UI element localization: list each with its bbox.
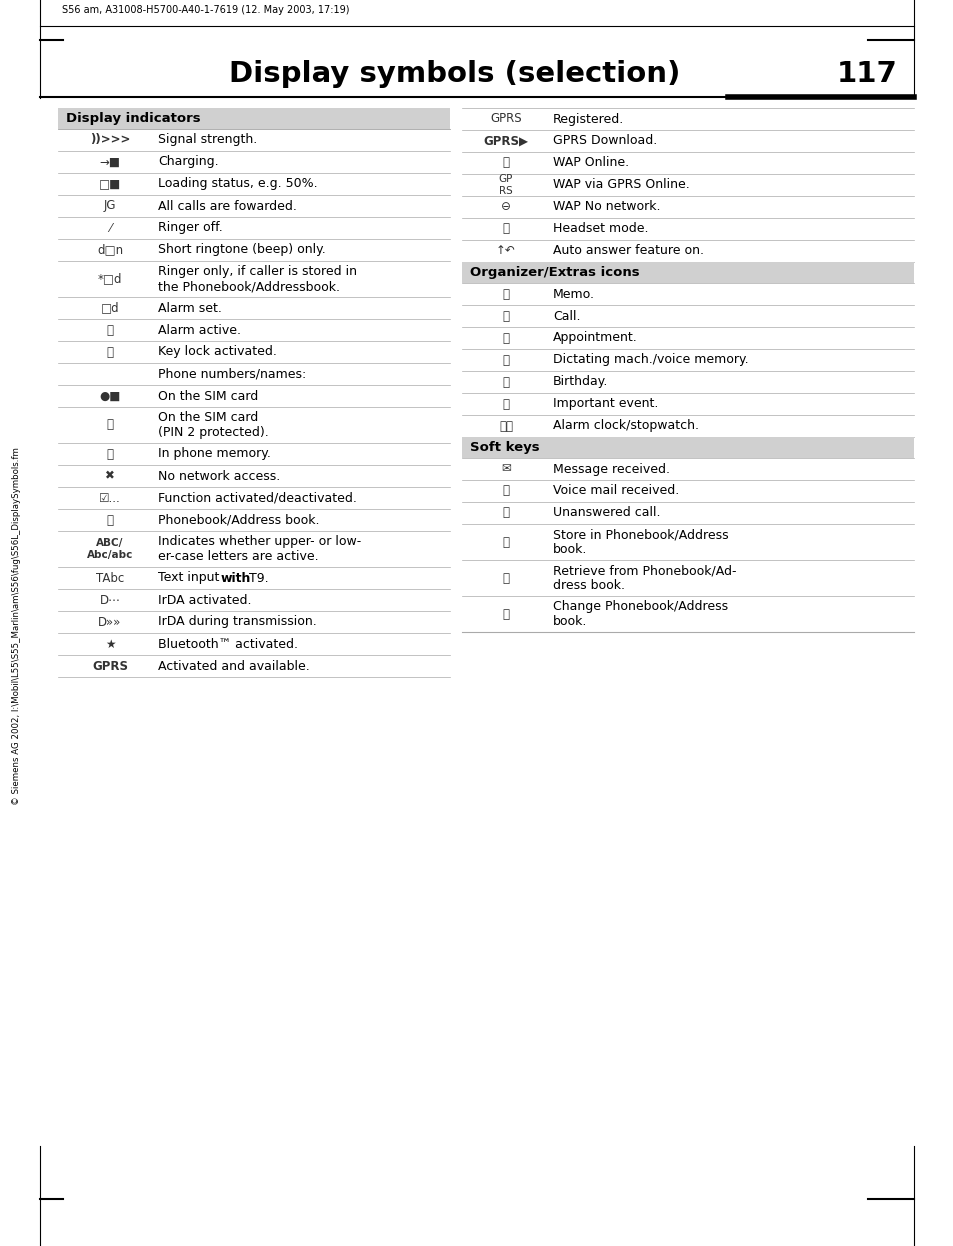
Text: Call.: Call. <box>553 309 579 323</box>
Text: In phone memory.: In phone memory. <box>158 447 271 461</box>
Text: Activated and available.: Activated and available. <box>158 659 310 673</box>
Text: 💬: 💬 <box>502 354 509 366</box>
Text: Organizer/Extras icons: Organizer/Extras icons <box>470 265 639 279</box>
Text: Short ringtone (beep) only.: Short ringtone (beep) only. <box>158 243 325 257</box>
Text: 📼: 📼 <box>502 485 509 497</box>
Text: 📝: 📝 <box>502 288 509 300</box>
Text: *□d: *□d <box>97 273 122 285</box>
Text: Function activated/deactivated.: Function activated/deactivated. <box>158 491 356 505</box>
Text: WAP No network.: WAP No network. <box>553 201 659 213</box>
Text: 📅: 📅 <box>502 397 509 410</box>
Text: Display indicators: Display indicators <box>66 112 200 125</box>
Bar <box>461 437 913 459</box>
Text: Unanswered call.: Unanswered call. <box>553 507 659 520</box>
Text: Change Phonebook/Address
book.: Change Phonebook/Address book. <box>553 601 727 628</box>
Text: Bluetooth™ activated.: Bluetooth™ activated. <box>158 638 297 650</box>
Text: Phonebook/Address book.: Phonebook/Address book. <box>158 513 319 527</box>
Text: 📥: 📥 <box>502 536 509 548</box>
Text: Ringer off.: Ringer off. <box>158 222 222 234</box>
Text: On the SIM card: On the SIM card <box>158 390 258 402</box>
Text: ☑...: ☑... <box>99 491 121 505</box>
Text: 🌐: 🌐 <box>502 157 509 169</box>
Text: Appointment.: Appointment. <box>553 331 638 344</box>
Text: Voice mail received.: Voice mail received. <box>553 485 679 497</box>
Text: Dictating mach./voice memory.: Dictating mach./voice memory. <box>553 354 748 366</box>
Text: ●■: ●■ <box>99 390 121 402</box>
Text: ))>>>: ))>>> <box>90 133 130 147</box>
Text: 📖: 📖 <box>107 513 113 527</box>
Text: ABC/
Abc/abc: ABC/ Abc/abc <box>87 538 133 559</box>
Text: Birthday.: Birthday. <box>553 375 608 389</box>
Text: 🎧: 🎧 <box>502 223 509 235</box>
Text: ↑↶: ↑↶ <box>496 244 516 258</box>
Text: TAbc: TAbc <box>95 572 124 584</box>
Text: GPRS: GPRS <box>490 112 521 126</box>
Text: 🔑: 🔑 <box>107 345 113 359</box>
Text: GPRS: GPRS <box>91 659 128 673</box>
Text: ⊖: ⊖ <box>500 201 511 213</box>
Text: Memo.: Memo. <box>553 288 595 300</box>
Text: Alarm set.: Alarm set. <box>158 302 222 314</box>
Text: Important event.: Important event. <box>553 397 658 410</box>
Text: Store in Phonebook/Address
book.: Store in Phonebook/Address book. <box>553 528 728 556</box>
Text: T9.: T9. <box>245 572 269 584</box>
Text: Indicates whether upper- or low-
er-case letters are active.: Indicates whether upper- or low- er-case… <box>158 535 361 563</box>
Text: 117: 117 <box>836 60 897 88</box>
Text: All calls are fowarded.: All calls are fowarded. <box>158 199 296 213</box>
Text: Alarm clock/stopwatch.: Alarm clock/stopwatch. <box>553 420 699 432</box>
Text: ⏰: ⏰ <box>107 324 113 336</box>
Text: 📒: 📒 <box>502 608 509 621</box>
Text: ✖: ✖ <box>105 470 114 482</box>
Text: D⋯: D⋯ <box>99 593 120 607</box>
Bar <box>58 108 450 130</box>
Text: Phone numbers/names:: Phone numbers/names: <box>158 368 306 380</box>
Text: WAP via GPRS Online.: WAP via GPRS Online. <box>553 178 689 192</box>
Text: GPRS▶: GPRS▶ <box>483 135 528 147</box>
Text: ★: ★ <box>105 638 115 650</box>
Text: S56 am, A31008-H5700-A40-1-7619 (12. May 2003, 17:19): S56 am, A31008-H5700-A40-1-7619 (12. May… <box>62 5 349 15</box>
Text: Message received.: Message received. <box>553 462 669 476</box>
Text: ✉: ✉ <box>500 462 511 476</box>
Text: Alarm active.: Alarm active. <box>158 324 241 336</box>
Text: Ringer only, if caller is stored in
the Phonebook/Addressbook.: Ringer only, if caller is stored in the … <box>158 265 356 293</box>
Text: 📤: 📤 <box>502 572 509 584</box>
Text: 📱: 📱 <box>502 309 509 323</box>
Text: No network access.: No network access. <box>158 470 280 482</box>
Text: with: with <box>221 572 251 584</box>
Text: →■: →■ <box>99 156 120 168</box>
Text: 🔑: 🔑 <box>107 419 113 431</box>
Text: Display symbols (selection): Display symbols (selection) <box>229 60 680 88</box>
Text: GP
RS: GP RS <box>498 174 513 196</box>
Text: On the SIM card
(PIN 2 protected).: On the SIM card (PIN 2 protected). <box>158 411 269 439</box>
Text: IrDA during transmission.: IrDA during transmission. <box>158 616 316 628</box>
Text: Registered.: Registered. <box>553 112 623 126</box>
Text: Loading status, e.g. 50%.: Loading status, e.g. 50%. <box>158 177 317 191</box>
Text: Retrieve from Phonebook/Ad-
dress book.: Retrieve from Phonebook/Ad- dress book. <box>553 564 736 592</box>
Text: © Siemens AG 2002, I:\Mobil\L55\S55_Marlin\am\S56\fug\S56L_DisplaySymbols.fm: © Siemens AG 2002, I:\Mobil\L55\S55_Marl… <box>12 447 22 805</box>
Text: Text input: Text input <box>158 572 223 584</box>
Text: WAP Online.: WAP Online. <box>553 157 628 169</box>
Text: GPRS Download.: GPRS Download. <box>553 135 657 147</box>
Text: Soft keys: Soft keys <box>470 441 539 454</box>
Text: 👫: 👫 <box>502 331 509 344</box>
Text: □■: □■ <box>99 177 121 191</box>
Text: IrDA activated.: IrDA activated. <box>158 593 252 607</box>
Text: 🎁: 🎁 <box>502 375 509 389</box>
Text: Key lock activated.: Key lock activated. <box>158 345 276 359</box>
Text: Auto answer feature on.: Auto answer feature on. <box>553 244 703 258</box>
Text: Charging.: Charging. <box>158 156 218 168</box>
Text: Headset mode.: Headset mode. <box>553 223 648 235</box>
Text: 📱: 📱 <box>107 447 113 461</box>
Text: d□n: d□n <box>97 243 123 257</box>
Text: D»»: D»» <box>98 616 122 628</box>
Text: JG: JG <box>104 199 116 213</box>
Text: ⁄: ⁄ <box>109 222 111 234</box>
Text: ⏰⏱: ⏰⏱ <box>498 420 513 432</box>
Text: 📞: 📞 <box>502 507 509 520</box>
Text: □d: □d <box>101 302 119 314</box>
Text: Signal strength.: Signal strength. <box>158 133 257 147</box>
Bar <box>461 262 913 283</box>
